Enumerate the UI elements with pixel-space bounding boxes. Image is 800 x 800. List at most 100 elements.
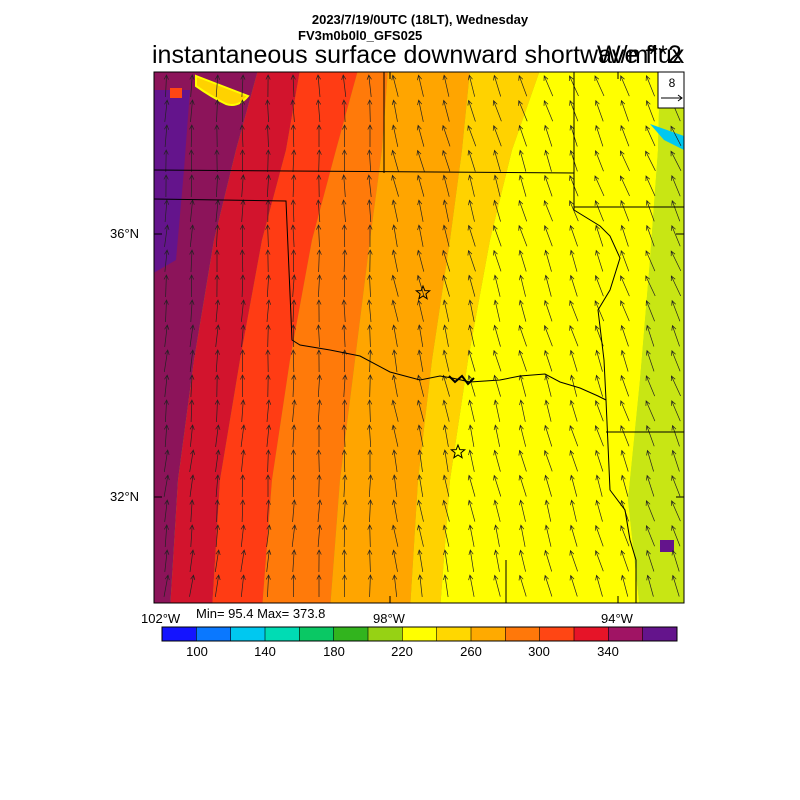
- wind-vector: [341, 299, 347, 323]
- wind-vector: [468, 574, 475, 597]
- wind-vector: [392, 349, 398, 372]
- wind-vector: [518, 100, 528, 122]
- wind-vector: [189, 124, 195, 148]
- wind-vector: [163, 449, 170, 472]
- wind-vector: [416, 124, 425, 147]
- wind-vector: [214, 374, 220, 398]
- wind-vector: [645, 275, 656, 297]
- wind-vector: [645, 375, 656, 397]
- wind-vector: [265, 149, 271, 173]
- wind-vector: [163, 274, 169, 298]
- wind-vector: [569, 574, 578, 597]
- wind-vector: [214, 124, 220, 148]
- field-patch-small: [170, 88, 182, 98]
- wind-vector: [570, 499, 577, 522]
- wind-vector: [468, 399, 475, 422]
- wind-vector: [164, 249, 170, 272]
- wind-vector: [266, 549, 272, 572]
- wind-vector: [240, 499, 246, 523]
- wind-vector: [518, 374, 527, 397]
- wind-vector: [214, 149, 220, 173]
- wind-vector: [391, 149, 399, 172]
- colorbar-swatch: [608, 627, 643, 641]
- station-markers: [414, 284, 467, 459]
- colorbar-swatch: [505, 627, 540, 641]
- wind-vector: [544, 124, 553, 147]
- wind-vector: [417, 74, 424, 97]
- wind-vector: [645, 250, 656, 272]
- wind-vector: [442, 274, 450, 297]
- wind-vector: [569, 224, 578, 247]
- wind-vector: [316, 474, 322, 498]
- wind-vector: [342, 499, 348, 523]
- wind-vector: [240, 324, 246, 348]
- wind-vector: [518, 149, 527, 172]
- wind-vector: [265, 324, 271, 348]
- wind-vector: [543, 100, 554, 122]
- wind-vector: [493, 274, 501, 297]
- wind-vector: [391, 324, 398, 347]
- wind-vector: [316, 149, 322, 173]
- wind-vector: [645, 175, 656, 197]
- wind-vector: [240, 299, 246, 322]
- wind-vector: [594, 274, 604, 297]
- wind-vector: [265, 499, 271, 523]
- wind-vector: [518, 349, 527, 372]
- wind-vector: [442, 324, 449, 347]
- wind-vector: [367, 99, 373, 123]
- wind-vector: [442, 524, 450, 547]
- lat-label-36n: 36°N: [110, 226, 140, 241]
- wind-vector: [670, 275, 682, 297]
- wind-vector: [518, 574, 527, 597]
- wind-vector: [645, 125, 656, 147]
- wind-vector: [595, 224, 604, 247]
- wind-vector: [443, 549, 449, 572]
- wind-vector: [341, 174, 347, 198]
- wind-vector: [290, 124, 296, 148]
- wind-vector: [468, 299, 475, 322]
- wind-vector: [291, 499, 297, 523]
- wind-vector: [416, 374, 425, 397]
- wind-vector: [442, 99, 450, 122]
- wind-vector: [265, 274, 271, 298]
- wind-vector: [215, 299, 221, 323]
- wind-vector: [646, 549, 655, 572]
- wind-vector: [391, 224, 398, 247]
- map-frame: [153, 71, 685, 604]
- wind-vector: [442, 374, 450, 397]
- wind-vector: [442, 149, 451, 172]
- wind-vector: [189, 474, 195, 497]
- wind-vector: [317, 524, 323, 548]
- wind-vector: [569, 424, 579, 447]
- wind-vector: [468, 324, 475, 347]
- wind-vector: [367, 274, 373, 298]
- wind-vector: [316, 274, 322, 298]
- field-patch-low-right: [660, 540, 674, 552]
- wind-vector: [366, 299, 372, 323]
- wind-vector: [442, 174, 450, 197]
- wind-vector: [544, 374, 552, 397]
- wind-vector: [569, 449, 578, 472]
- state-borders: [154, 72, 684, 603]
- model-header: FV3m0b0l0_GFS025: [298, 28, 423, 43]
- wind-vector: [341, 424, 347, 448]
- wind-vector: [518, 299, 527, 322]
- wind-vector: [467, 124, 477, 147]
- colorbar-swatch: [299, 627, 334, 641]
- date-header: 2023/7/19/0UTC (18LT), Wednesday: [311, 12, 529, 27]
- wind-vector: [467, 224, 476, 247]
- wind-vector: [416, 274, 425, 297]
- wind-vector: [316, 324, 322, 348]
- colorbar-swatch: [539, 627, 575, 641]
- wind-vector: [595, 374, 603, 397]
- wind-vector: [671, 175, 681, 197]
- wind-vector: [214, 574, 221, 597]
- wind-vector: [620, 474, 629, 497]
- wind-vector: [594, 75, 605, 97]
- wind-vector: [367, 499, 373, 523]
- wind-vector: [391, 74, 399, 97]
- wind-vector: [341, 99, 347, 123]
- wind-vector: [493, 499, 501, 522]
- wind-vector: [620, 300, 630, 322]
